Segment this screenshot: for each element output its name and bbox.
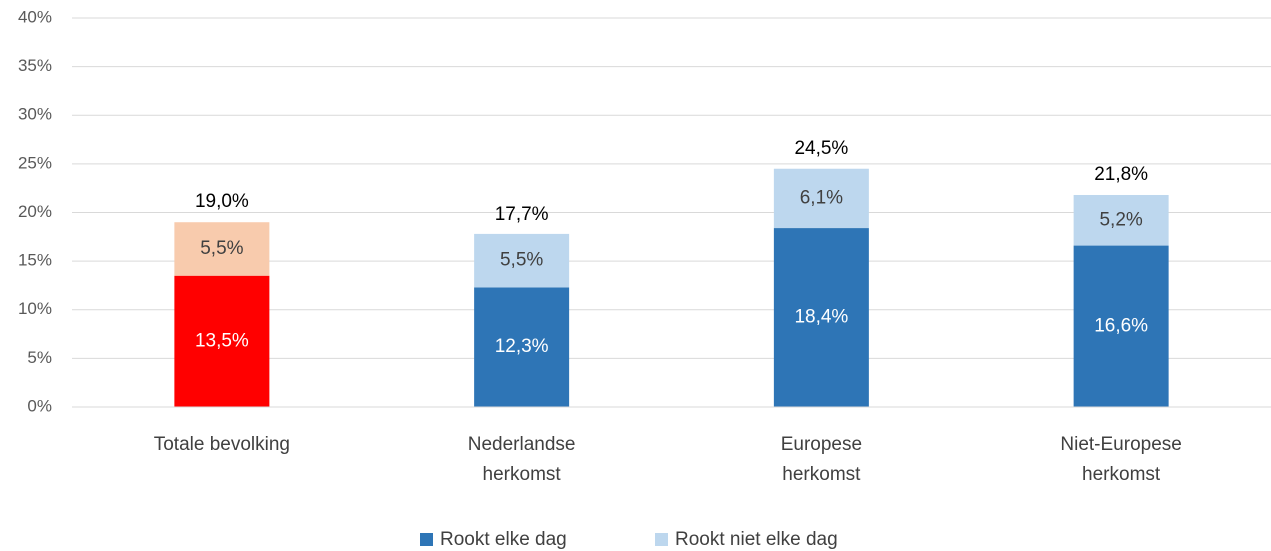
data-label: 12,3% (495, 336, 549, 357)
bar-segment (474, 233, 570, 288)
total-label: 21,8% (1094, 164, 1148, 185)
legend-label: Rookt niet elke dag (675, 529, 838, 550)
y-tick-label: 30% (18, 105, 52, 124)
x-tick-label: herkomst (483, 464, 562, 485)
x-tick-label: herkomst (782, 464, 861, 485)
total-label: 24,5% (794, 138, 848, 159)
x-tick-label: Niet-Europese (1060, 434, 1181, 455)
x-tick-label: Totale bevolking (154, 434, 290, 455)
data-label: 6,1% (800, 187, 843, 208)
y-tick-label: 35% (18, 56, 52, 75)
bar-segment (174, 275, 270, 407)
x-tick-label: Nederlandse (468, 434, 576, 455)
bar-segment (474, 287, 570, 407)
data-label: 18,4% (794, 307, 848, 328)
bar-segment (1073, 245, 1169, 407)
data-label: 5,5% (500, 250, 543, 271)
y-tick-label: 0% (27, 396, 52, 415)
bar-segment (773, 228, 869, 407)
y-tick-label: 15% (18, 251, 52, 270)
x-tick-label: herkomst (1082, 464, 1161, 485)
y-tick-label: 25% (18, 153, 52, 172)
data-label: 5,5% (200, 238, 243, 259)
bar-segment (174, 222, 270, 276)
total-label: 17,7% (495, 204, 549, 225)
data-label: 16,6% (1094, 315, 1148, 336)
total-label: 19,0% (195, 191, 249, 212)
legend-swatch (655, 533, 668, 546)
y-tick-label: 10% (18, 299, 52, 318)
y-tick-label: 5% (27, 348, 52, 367)
data-label: 5,2% (1099, 209, 1142, 230)
bar-segment (1073, 194, 1169, 246)
y-tick-label: 20% (18, 202, 52, 221)
data-label: 13,5% (195, 330, 249, 351)
legend-swatch (420, 533, 433, 546)
y-tick-label: 40% (18, 7, 52, 26)
bar-segment (773, 168, 869, 229)
legend-label: Rookt elke dag (440, 529, 567, 550)
x-tick-label: Europese (781, 434, 862, 455)
